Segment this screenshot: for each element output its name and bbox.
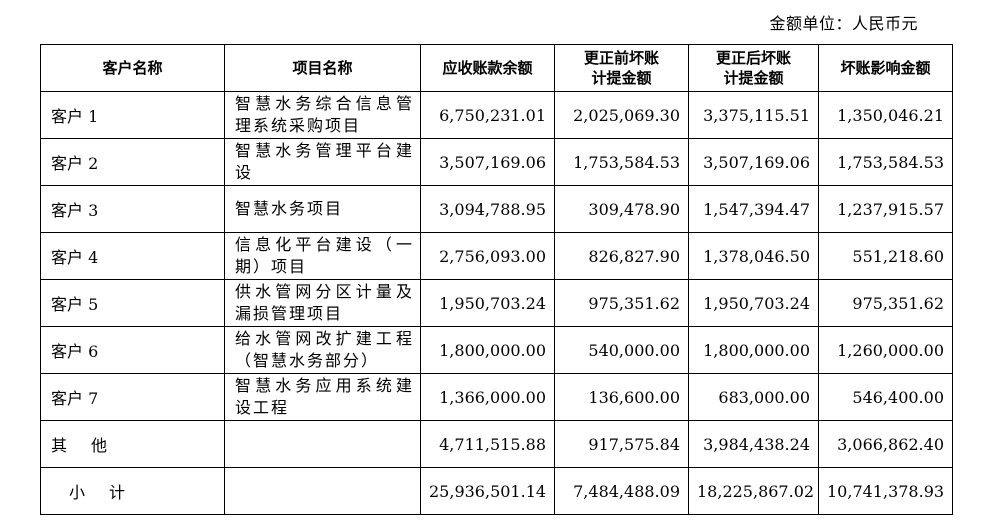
header-impact: 坏账影响金额 bbox=[818, 44, 953, 92]
before-cell: 975,351.62 bbox=[554, 279, 689, 327]
before-cell: 7,484,488.09 bbox=[554, 467, 689, 515]
other-row: 其他 4,711,515.88 917,575.84 3,984,438.24 … bbox=[40, 420, 953, 468]
customer-cell: 客户 2 bbox=[40, 138, 225, 186]
project-cell: 智慧水务管理平台建设 bbox=[224, 138, 421, 186]
project-cell-empty bbox=[224, 420, 421, 468]
after-cell: 1,378,046.50 bbox=[688, 232, 819, 280]
project-cell: 给水管网改扩建工程（智慧水务部分） bbox=[224, 326, 421, 374]
header-after: 更正后坏账计提金额 bbox=[688, 44, 819, 92]
project-cell: 智慧水务项目 bbox=[224, 185, 421, 233]
table-row: 客户 6 给水管网改扩建工程（智慧水务部分） 1,800,000.00 540,… bbox=[40, 326, 953, 374]
impact-cell: 551,218.60 bbox=[818, 232, 953, 280]
before-cell: 540,000.00 bbox=[554, 326, 689, 374]
impact-cell: 1,350,046.21 bbox=[818, 91, 953, 139]
total-row: 小计 25,936,501.14 7,484,488.09 18,225,867… bbox=[40, 467, 953, 515]
currency-unit-label: 金额单位：人民币元 bbox=[769, 14, 918, 33]
customer-cell: 客户 6 bbox=[40, 326, 225, 374]
receivable-cell: 2,756,093.00 bbox=[420, 232, 555, 280]
impact-cell: 3,066,862.40 bbox=[818, 420, 953, 468]
after-cell: 683,000.00 bbox=[688, 373, 819, 421]
customer-cell: 客户 4 bbox=[40, 232, 225, 280]
after-cell: 1,547,394.47 bbox=[688, 185, 819, 233]
after-cell: 1,950,703.24 bbox=[688, 279, 819, 327]
before-cell: 2,025,069.30 bbox=[554, 91, 689, 139]
table-row: 客户 2 智慧水务管理平台建设 3,507,169.06 1,753,584.5… bbox=[40, 138, 953, 186]
receivable-cell: 1,800,000.00 bbox=[420, 326, 555, 374]
project-cell: 智慧水务综合信息管理系统采购项目 bbox=[224, 91, 421, 139]
before-cell: 917,575.84 bbox=[554, 420, 689, 468]
header-row: 客户名称 项目名称 应收账款余额 更正前坏账计提金额 更正后坏账计提金额 坏账影… bbox=[40, 44, 953, 92]
receivable-cell: 1,950,703.24 bbox=[420, 279, 555, 327]
after-cell: 3,984,438.24 bbox=[688, 420, 819, 468]
receivable-cell: 3,507,169.06 bbox=[420, 138, 555, 186]
header-before: 更正前坏账计提金额 bbox=[554, 44, 689, 92]
after-cell: 3,375,115.51 bbox=[688, 91, 819, 139]
header-customer: 客户名称 bbox=[40, 44, 225, 92]
project-cell: 智慧水务应用系统建设工程 bbox=[224, 373, 421, 421]
receivable-cell: 6,750,231.01 bbox=[420, 91, 555, 139]
after-cell: 18,225,867.02 bbox=[688, 467, 819, 515]
impact-cell: 1,260,000.00 bbox=[818, 326, 953, 374]
receivable-cell: 25,936,501.14 bbox=[420, 467, 555, 515]
table-row: 客户 1 智慧水务综合信息管理系统采购项目 6,750,231.01 2,025… bbox=[40, 91, 953, 139]
table-row: 客户 5 供水管网分区计量及漏损管理项目 1,950,703.24 975,35… bbox=[40, 279, 953, 327]
customer-cell: 客户 7 bbox=[40, 373, 225, 421]
header-receivable: 应收账款余额 bbox=[420, 44, 555, 92]
before-cell: 309,478.90 bbox=[554, 185, 689, 233]
before-cell: 136,600.00 bbox=[554, 373, 689, 421]
impact-cell: 1,237,915.57 bbox=[818, 185, 953, 233]
project-cell: 供水管网分区计量及漏损管理项目 bbox=[224, 279, 421, 327]
impact-cell: 1,753,584.53 bbox=[818, 138, 953, 186]
total-label: 小计 bbox=[40, 467, 225, 515]
before-cell: 826,827.90 bbox=[554, 232, 689, 280]
other-label: 其他 bbox=[40, 420, 225, 468]
table-row: 客户 3 智慧水务项目 3,094,788.95 309,478.90 1,54… bbox=[40, 185, 953, 233]
receivable-cell: 3,094,788.95 bbox=[420, 185, 555, 233]
project-cell: 信息化平台建设（一期）项目 bbox=[224, 232, 421, 280]
after-cell: 3,507,169.06 bbox=[688, 138, 819, 186]
bad-debt-table: 客户名称 项目名称 应收账款余额 更正前坏账计提金额 更正后坏账计提金额 坏账影… bbox=[40, 44, 953, 515]
impact-cell: 546,400.00 bbox=[818, 373, 953, 421]
before-cell: 1,753,584.53 bbox=[554, 138, 689, 186]
customer-cell: 客户 5 bbox=[40, 279, 225, 327]
customer-cell: 客户 3 bbox=[40, 185, 225, 233]
receivable-cell: 4,711,515.88 bbox=[420, 420, 555, 468]
table-row: 客户 4 信息化平台建设（一期）项目 2,756,093.00 826,827.… bbox=[40, 232, 953, 280]
receivable-cell: 1,366,000.00 bbox=[420, 373, 555, 421]
table-row: 客户 7 智慧水务应用系统建设工程 1,366,000.00 136,600.0… bbox=[40, 373, 953, 421]
customer-cell: 客户 1 bbox=[40, 91, 225, 139]
project-cell-empty bbox=[224, 467, 421, 515]
impact-cell: 975,351.62 bbox=[818, 279, 953, 327]
impact-cell: 10,741,378.93 bbox=[818, 467, 953, 515]
header-project: 项目名称 bbox=[224, 44, 421, 92]
after-cell: 1,800,000.00 bbox=[688, 326, 819, 374]
